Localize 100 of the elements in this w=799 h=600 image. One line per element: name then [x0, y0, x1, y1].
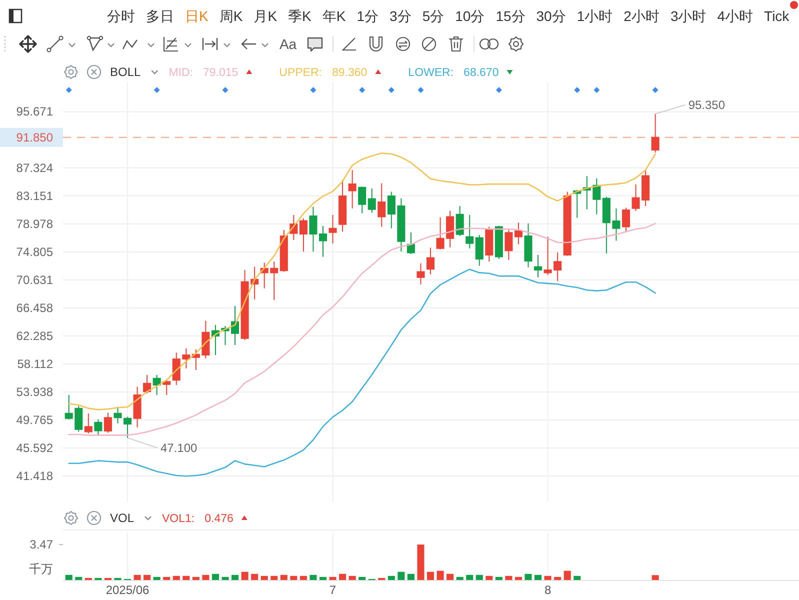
text: LOWER: — [408, 67, 454, 79]
ref-line-label: 91.850 — [16, 130, 54, 144]
bar — [319, 576, 327, 580]
bar — [172, 576, 180, 580]
candlestick — [524, 222, 532, 268]
line-series — [68, 222, 656, 436]
y-tick-label: 83.151 — [16, 188, 54, 203]
y-tick-label: 45.592 — [16, 441, 54, 455]
candlestick — [358, 186, 366, 214]
text: 3小时 — [670, 8, 706, 24]
candlestick — [84, 412, 92, 434]
candlestick — [123, 416, 132, 438]
text: 89.360 — [332, 67, 368, 79]
candlestick — [114, 406, 122, 424]
candlestick — [534, 254, 542, 278]
candlestick — [485, 226, 494, 262]
y-tick-label: 66.458 — [16, 300, 54, 315]
candlestick — [299, 218, 308, 252]
text: 0.476 — [204, 513, 234, 525]
text: MID: — [168, 67, 193, 79]
candlestick — [143, 374, 152, 394]
text: 日K — [185, 8, 209, 24]
bar — [182, 576, 190, 580]
candlestick — [494, 225, 503, 260]
y-tick-label: 87.324 — [16, 160, 54, 175]
bar — [514, 576, 522, 580]
bar — [388, 576, 395, 580]
text: 周K — [219, 8, 244, 24]
candlestick — [94, 418, 102, 436]
legend-title: VOL — [110, 511, 134, 525]
text: 4小时 — [717, 8, 754, 24]
bar — [544, 576, 552, 580]
candlestick — [475, 234, 484, 266]
bar — [554, 576, 562, 580]
bar — [241, 572, 248, 580]
text: 1分 — [356, 8, 379, 24]
line-series — [68, 268, 656, 477]
text: 2小时 — [624, 8, 660, 24]
bar — [163, 576, 170, 580]
bar — [534, 574, 542, 580]
text: UPPER: — [279, 67, 322, 79]
bar — [476, 574, 483, 580]
text: Aa — [279, 36, 297, 52]
bar — [153, 576, 160, 580]
bar — [329, 576, 336, 580]
bar — [348, 576, 356, 580]
text: 30分 — [536, 8, 566, 24]
candlestick — [338, 180, 347, 232]
bar — [232, 574, 239, 580]
bar — [134, 574, 141, 580]
text: 15分 — [496, 8, 526, 24]
bar — [75, 576, 82, 580]
candlestick — [133, 386, 142, 428]
candlestick — [152, 374, 161, 396]
bar — [300, 576, 307, 580]
candlestick — [622, 207, 630, 232]
bar — [358, 576, 366, 580]
candlestick — [348, 170, 356, 209]
text: 分时 — [107, 8, 135, 24]
y-tick-label: 62.285 — [16, 328, 54, 343]
candlestick — [416, 262, 425, 285]
text: Tick — [764, 8, 790, 24]
candlestick — [504, 230, 513, 260]
bar — [310, 574, 317, 580]
candlestick — [309, 206, 318, 252]
x-tick-label: 2025/06 — [106, 583, 150, 597]
bar — [251, 574, 258, 580]
y-tick-label: 70.631 — [16, 272, 54, 287]
candlestick — [406, 232, 415, 255]
candlestick — [651, 113, 660, 154]
x-tick-label: 7 — [329, 583, 336, 597]
candlestick — [426, 247, 435, 275]
bar — [212, 574, 219, 580]
candlestick — [280, 230, 288, 272]
bar — [436, 570, 444, 580]
bar — [222, 576, 229, 580]
bar — [65, 574, 72, 580]
bar — [398, 572, 405, 580]
bar — [270, 576, 278, 580]
candlestick — [104, 412, 112, 434]
candlestick — [466, 214, 474, 249]
text: 3分 — [390, 8, 412, 24]
bar — [202, 574, 210, 580]
bar — [144, 574, 151, 580]
y-tick-label: 3.47 — [30, 538, 54, 552]
text: 47.100 — [160, 440, 198, 455]
candlestick — [378, 182, 386, 228]
bar — [290, 576, 298, 580]
bar — [426, 572, 434, 580]
bar — [407, 574, 414, 580]
bar — [652, 575, 659, 580]
candlestick — [328, 214, 337, 244]
text: 79.015 — [202, 67, 238, 79]
text: 68.670 — [464, 67, 499, 79]
bar — [192, 576, 200, 580]
candlestick — [162, 378, 171, 396]
y-tick-label: 58.112 — [17, 356, 54, 371]
y-tick-label: 53.938 — [16, 384, 54, 399]
bar — [456, 576, 464, 580]
text: 季K — [288, 8, 312, 24]
